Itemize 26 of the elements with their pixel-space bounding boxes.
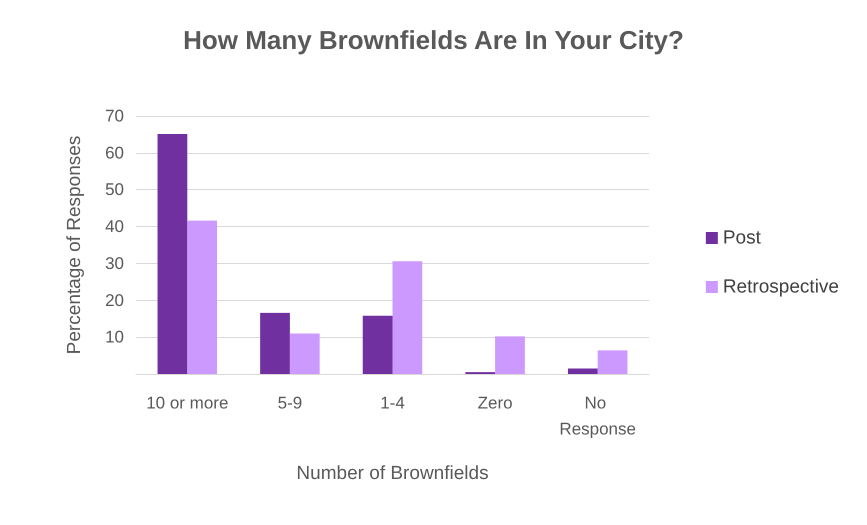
bar (260, 312, 290, 374)
bar (187, 220, 218, 374)
y-tick-label: 10 (105, 328, 124, 347)
y-tick-label: 70 (105, 106, 124, 126)
bar (158, 134, 188, 374)
x-tick-label: No Response (559, 394, 636, 438)
bar (598, 350, 628, 374)
y-tick-label: 40 (105, 217, 124, 236)
bar (290, 333, 320, 374)
x-tick-label: Zero (478, 394, 513, 412)
bar (362, 316, 392, 374)
y-tick-label: 20 (105, 290, 124, 310)
y-tick-label: 30 (105, 254, 124, 273)
y-tick-label: 50 (105, 180, 124, 200)
x-tick-label: 1-4 (380, 394, 405, 412)
bar (568, 368, 598, 374)
legend-label: Retrospective (722, 276, 840, 298)
bar (392, 261, 422, 374)
y-axis-title: Percentage of Responses (64, 136, 85, 354)
y-tick-label: 60 (105, 143, 124, 162)
chart-title: How Many Brownfields Are In Your City? (183, 25, 684, 55)
legend-label: Post (722, 228, 762, 248)
bar (495, 336, 525, 374)
x-tick-label: 5-9 (278, 394, 302, 412)
x-tick-label: 10 or more (146, 394, 228, 412)
x-axis-title: Number of Brownfields (296, 463, 489, 484)
